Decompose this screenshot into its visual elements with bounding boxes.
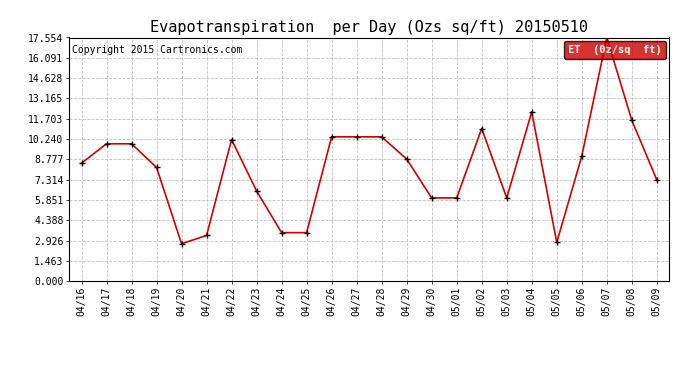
Title: Evapotranspiration  per Day (Ozs sq/ft) 20150510: Evapotranspiration per Day (Ozs sq/ft) 2… [150,20,588,35]
Legend: ET  (0z/sq  ft): ET (0z/sq ft) [564,40,666,59]
Text: Copyright 2015 Cartronics.com: Copyright 2015 Cartronics.com [72,45,242,55]
